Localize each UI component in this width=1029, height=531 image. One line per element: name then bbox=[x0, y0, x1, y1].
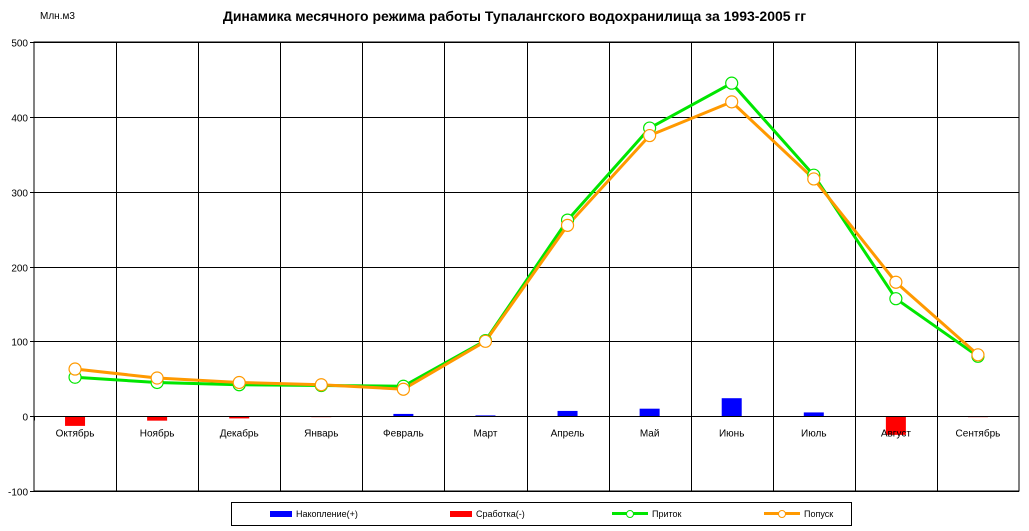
legend-label: Сработка(-) bbox=[476, 509, 525, 519]
release-point bbox=[232, 375, 246, 390]
y-tick-label: 500 bbox=[11, 39, 28, 50]
release-point bbox=[971, 348, 985, 362]
release-point bbox=[478, 334, 493, 348]
x-tick-label: Июнь bbox=[719, 429, 744, 440]
release-point bbox=[314, 378, 328, 392]
legend-swatch bbox=[270, 511, 292, 517]
legend-item: Приток bbox=[612, 503, 681, 525]
y-axis-unit-label: Млн.м3 bbox=[40, 11, 75, 22]
y-tick-label: 300 bbox=[11, 189, 28, 200]
bar-accumulation bbox=[803, 412, 824, 417]
bar-drawdown bbox=[147, 416, 168, 421]
legend-item: Попуск bbox=[764, 503, 833, 525]
legend-label: Приток bbox=[652, 509, 682, 519]
bar-accumulation bbox=[475, 415, 496, 417]
x-tick-label: Июль bbox=[801, 429, 827, 440]
y-tick-label: 100 bbox=[11, 338, 28, 349]
bar-accumulation bbox=[721, 398, 742, 417]
x-tick-label: Февраль bbox=[383, 429, 424, 440]
bar-accumulation bbox=[639, 408, 660, 417]
x-tick-label: Апрель bbox=[551, 429, 585, 440]
release-point bbox=[643, 128, 657, 143]
release-series-line bbox=[74, 100, 979, 391]
legend-item: Накопление(+) bbox=[270, 503, 358, 525]
bar-drawdown bbox=[885, 416, 906, 435]
release-point bbox=[560, 218, 575, 232]
legend-swatch bbox=[450, 511, 472, 517]
x-tick-label: Май bbox=[640, 429, 660, 440]
release-point bbox=[68, 362, 82, 376]
legend-label: Попуск bbox=[804, 509, 834, 519]
y-tick-label: 0 bbox=[22, 413, 28, 424]
release-point bbox=[725, 95, 739, 109]
legend-swatch bbox=[612, 509, 648, 519]
plot-frame bbox=[33, 41, 1020, 492]
release-point bbox=[396, 382, 410, 396]
legend-item: Сработка(-) bbox=[450, 503, 525, 525]
inflow-point bbox=[889, 292, 903, 306]
release-point bbox=[150, 371, 164, 385]
legend-swatch bbox=[764, 509, 800, 519]
release-point bbox=[807, 172, 821, 186]
y-tick-label: -100 bbox=[8, 488, 28, 499]
x-tick-label: Март bbox=[473, 429, 497, 440]
inflow-point bbox=[725, 76, 739, 90]
x-tick-label: Ноябрь bbox=[140, 428, 175, 440]
legend: Накопление(+) Сработка(-) Приток Попуск bbox=[231, 502, 852, 526]
bar-accumulation bbox=[393, 413, 414, 417]
y-tick-label: 400 bbox=[11, 114, 28, 125]
legend-label: Накопление(+) bbox=[296, 509, 358, 519]
bar-drawdown bbox=[65, 416, 86, 426]
y-tick-label: 200 bbox=[11, 264, 28, 275]
release-point bbox=[889, 275, 903, 289]
chart-title: Динамика месячного режима работы Тупалан… bbox=[222, 8, 807, 24]
x-tick-label: Январь bbox=[304, 429, 338, 440]
x-tick-label: Октябрь bbox=[56, 428, 95, 440]
x-tick-label: Сентябрь bbox=[956, 428, 1001, 440]
x-tick-label: Декабрь bbox=[220, 428, 259, 440]
bar-drawdown bbox=[229, 416, 250, 419]
bar-accumulation bbox=[557, 410, 578, 417]
x-tick-label: Август bbox=[881, 429, 912, 440]
